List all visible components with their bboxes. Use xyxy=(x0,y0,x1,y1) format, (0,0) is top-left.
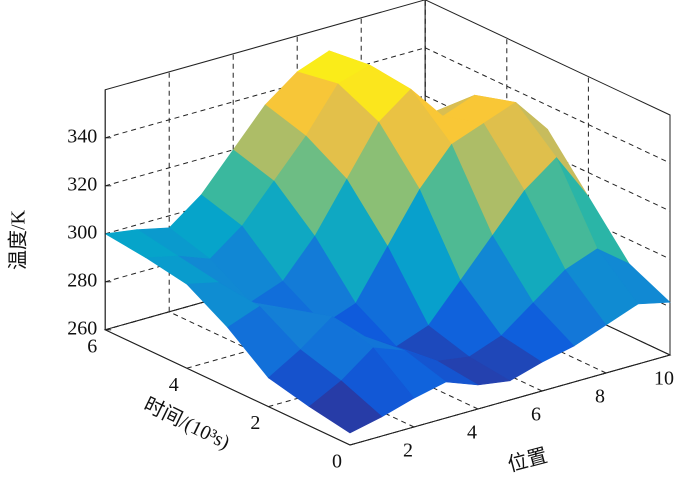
x-tick-label: 10 xyxy=(654,368,674,390)
x-tick-label: 4 xyxy=(467,422,477,444)
x-axis xyxy=(349,354,671,446)
y-tick-label: 2 xyxy=(250,412,260,434)
y-tick-label: 6 xyxy=(87,335,97,357)
z-axis-label: 温度/K xyxy=(7,209,30,270)
y-tick-label: 0 xyxy=(332,451,342,473)
z-tick-label: 340 xyxy=(67,125,97,147)
grid-line xyxy=(424,47,671,164)
z-tick-label: 280 xyxy=(67,269,97,291)
y-tick-label: 4 xyxy=(169,374,179,396)
x-tick-label: 2 xyxy=(403,440,413,462)
y-axis-label: 时间/(10³s) xyxy=(140,393,233,454)
x-axis-label: 位置 xyxy=(505,444,550,477)
z-tick-label: 300 xyxy=(67,221,97,243)
y-axis xyxy=(104,329,351,446)
grid-line xyxy=(105,47,426,139)
z-tick-label: 260 xyxy=(67,317,97,339)
z-tick-label: 320 xyxy=(67,173,97,195)
surface-cell xyxy=(308,380,383,434)
x-tick-label: 8 xyxy=(595,386,605,408)
x-tick-label: 6 xyxy=(531,404,541,426)
